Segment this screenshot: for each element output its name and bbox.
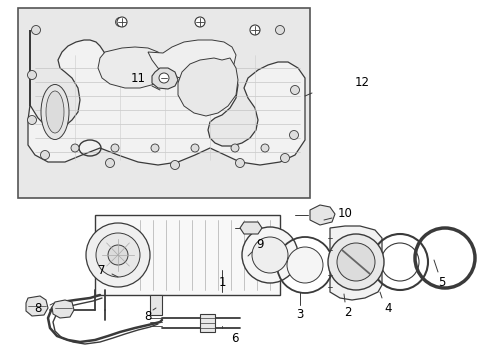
Circle shape [195, 18, 204, 27]
Circle shape [230, 144, 239, 152]
Circle shape [289, 130, 298, 139]
Circle shape [242, 227, 297, 283]
Text: 12: 12 [354, 76, 369, 89]
Circle shape [86, 223, 150, 287]
Text: 2: 2 [344, 306, 351, 319]
Circle shape [261, 144, 268, 152]
Circle shape [170, 161, 179, 170]
Circle shape [27, 71, 37, 80]
Polygon shape [152, 68, 178, 89]
Text: 8: 8 [34, 301, 41, 315]
Circle shape [280, 153, 289, 162]
Bar [150, 295, 162, 315]
Bar [18, 8, 309, 198]
Polygon shape [178, 58, 238, 116]
Circle shape [290, 85, 299, 94]
Polygon shape [28, 30, 305, 165]
Polygon shape [309, 205, 334, 225]
Circle shape [195, 17, 204, 27]
Circle shape [71, 144, 79, 152]
Polygon shape [98, 47, 165, 88]
Circle shape [159, 73, 169, 83]
Polygon shape [329, 226, 381, 300]
Circle shape [108, 245, 128, 265]
Circle shape [151, 144, 159, 152]
Text: 7: 7 [98, 264, 105, 276]
Circle shape [327, 234, 383, 290]
Polygon shape [148, 40, 236, 80]
Text: 6: 6 [231, 332, 238, 345]
Circle shape [41, 150, 49, 159]
Circle shape [251, 237, 287, 273]
Circle shape [249, 25, 260, 35]
Circle shape [115, 18, 124, 27]
Text: 10: 10 [337, 207, 352, 220]
Ellipse shape [41, 85, 69, 139]
Circle shape [286, 247, 323, 283]
Text: 4: 4 [384, 301, 391, 315]
Circle shape [27, 116, 37, 125]
Ellipse shape [46, 91, 64, 133]
Text: 9: 9 [256, 238, 263, 252]
Circle shape [117, 17, 127, 27]
Circle shape [235, 158, 244, 167]
Text: 5: 5 [437, 275, 445, 288]
Text: 8: 8 [144, 310, 151, 323]
Circle shape [31, 26, 41, 35]
Bar [95, 215, 280, 295]
Circle shape [275, 26, 284, 35]
Circle shape [105, 158, 114, 167]
Polygon shape [200, 314, 215, 332]
Polygon shape [52, 300, 74, 318]
Text: 3: 3 [296, 309, 303, 321]
Polygon shape [240, 222, 262, 234]
Circle shape [96, 233, 140, 277]
Text: 1: 1 [218, 275, 225, 288]
Polygon shape [26, 296, 48, 316]
Circle shape [191, 144, 199, 152]
Circle shape [336, 243, 374, 281]
Text: 11: 11 [130, 72, 145, 85]
Circle shape [111, 144, 119, 152]
